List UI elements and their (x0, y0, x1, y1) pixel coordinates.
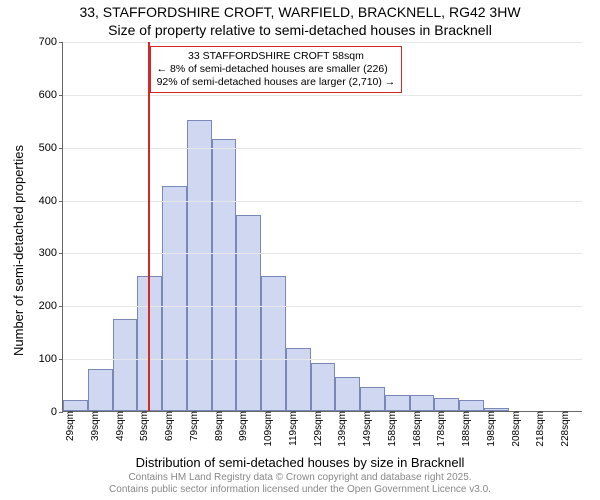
attribution: Contains HM Land Registry data © Crown c… (0, 472, 600, 496)
histogram-bar (459, 400, 484, 411)
gridline (63, 359, 582, 360)
x-tick: 178sqm (430, 411, 447, 447)
gridline (63, 306, 582, 307)
plot-area: 33 STAFFORDSHIRE CROFT 58sqm ← 8% of sem… (62, 42, 582, 412)
x-tick: 79sqm (183, 411, 200, 441)
histogram-bar (434, 398, 459, 411)
gridline (63, 42, 582, 43)
histogram-bar (335, 377, 360, 411)
y-tick: 500 (39, 142, 63, 154)
property-size-histogram: 33, STAFFORDSHIRE CROFT, WARFIELD, BRACK… (0, 0, 600, 500)
histogram-bar (286, 348, 311, 411)
marker-annotation: 33 STAFFORDSHIRE CROFT 58sqm ← 8% of sem… (150, 46, 403, 93)
gridline (63, 95, 582, 96)
x-tick: 198sqm (480, 411, 497, 447)
y-tick: 600 (39, 89, 63, 101)
x-tick: 89sqm (208, 411, 225, 441)
x-tick: 139sqm (331, 411, 348, 447)
gridline (63, 201, 582, 202)
x-tick: 158sqm (381, 411, 398, 447)
histogram-bar (63, 400, 88, 411)
chart-title-line2: Size of property relative to semi-detach… (0, 22, 600, 40)
gridline (63, 253, 582, 254)
attribution-line1: Contains HM Land Registry data © Crown c… (128, 472, 471, 483)
histogram-bar (212, 139, 237, 411)
y-tick: 300 (39, 247, 63, 259)
y-axis-label: Number of semi-detached properties (10, 0, 26, 500)
histogram-bar (236, 215, 261, 411)
histogram-bar (187, 120, 212, 411)
bars-layer (63, 42, 582, 411)
histogram-bar (311, 363, 336, 411)
x-tick: 49sqm (109, 411, 126, 441)
x-tick: 149sqm (356, 411, 373, 447)
histogram-bar (88, 369, 113, 411)
x-tick: 188sqm (455, 411, 472, 447)
x-tick: 119sqm (282, 411, 299, 446)
x-tick: 39sqm (84, 411, 101, 441)
histogram-bar (360, 387, 385, 411)
histogram-bar (410, 395, 435, 411)
y-tick: 400 (39, 195, 63, 207)
annotation-title: 33 STAFFORDSHIRE CROFT 58sqm (157, 50, 396, 63)
x-tick: 228sqm (554, 411, 571, 447)
histogram-bar (113, 319, 138, 412)
x-tick: 99sqm (232, 411, 249, 441)
x-tick: 218sqm (529, 411, 546, 447)
x-axis-label: Distribution of semi-detached houses by … (0, 455, 600, 470)
x-tick: 59sqm (133, 411, 150, 441)
x-tick: 208sqm (505, 411, 522, 447)
histogram-bar (385, 395, 410, 411)
y-tick: 100 (39, 353, 63, 365)
annotation-line-larger: 92% of semi-detached houses are larger (… (157, 76, 396, 88)
y-tick: 200 (39, 300, 63, 312)
histogram-bar (261, 276, 286, 411)
property-marker-line (148, 42, 150, 411)
histogram-bar (137, 276, 162, 411)
x-tick: 168sqm (406, 411, 423, 447)
x-tick: 29sqm (59, 411, 76, 441)
y-tick: 700 (39, 36, 63, 48)
x-tick: 129sqm (307, 411, 324, 447)
histogram-bar (162, 186, 187, 411)
chart-title-line1: 33, STAFFORDSHIRE CROFT, WARFIELD, BRACK… (0, 4, 600, 22)
annotation-line-smaller: ← 8% of semi-detached houses are smaller… (157, 63, 388, 75)
gridline (63, 148, 582, 149)
attribution-line2: Contains public sector information licen… (109, 484, 491, 495)
x-tick: 109sqm (257, 411, 274, 447)
x-tick: 69sqm (158, 411, 175, 441)
